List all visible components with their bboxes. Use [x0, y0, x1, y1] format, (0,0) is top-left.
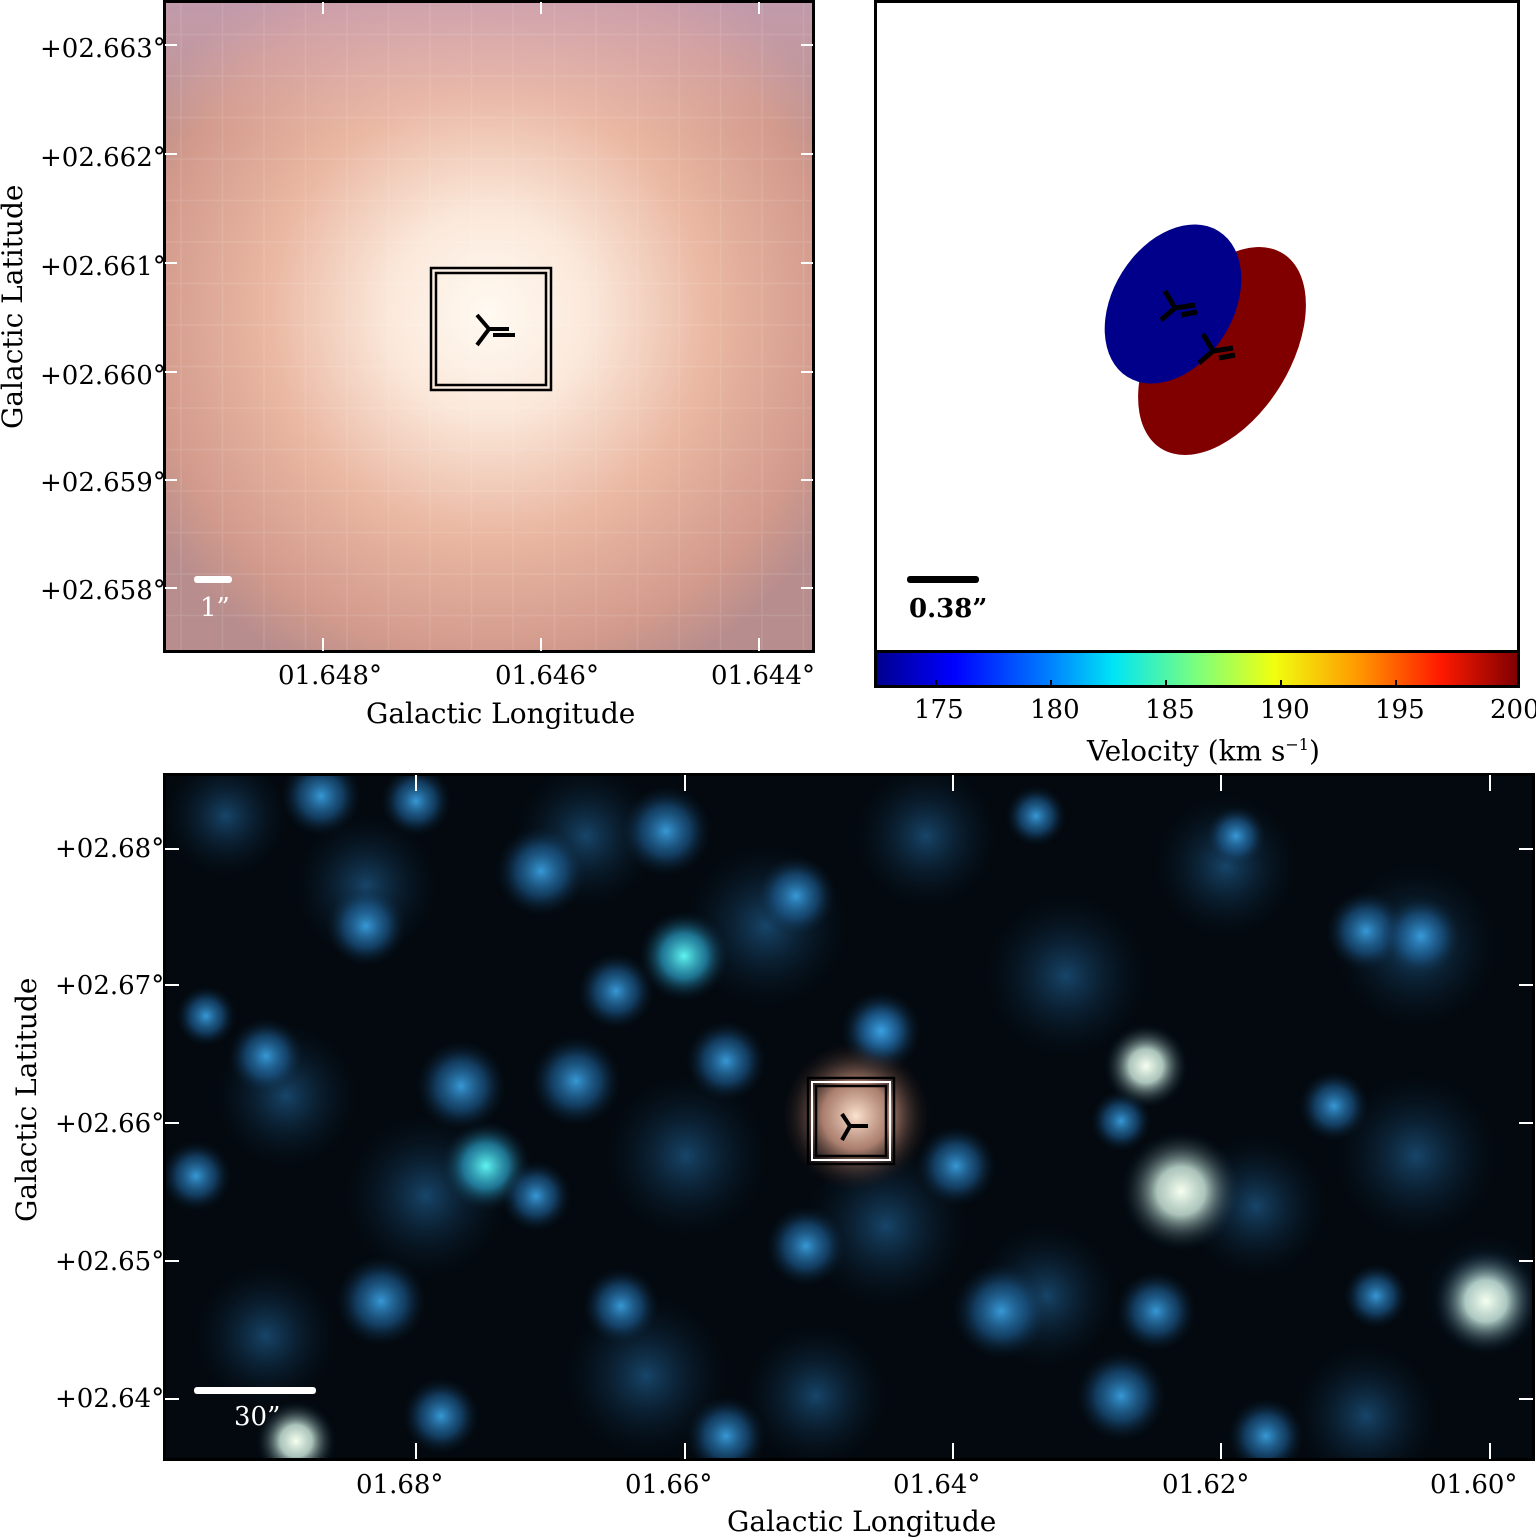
scale-bar-label: 30”	[234, 1402, 281, 1432]
scale-bar-label: 1”	[200, 593, 230, 623]
x-tick-label: 01.648°	[278, 661, 382, 691]
colorbar-tick-label: 175	[914, 695, 964, 725]
colorbar	[874, 650, 1520, 688]
x-axis-title: Galactic Longitude	[727, 1505, 997, 1538]
colorbar-tick-label: 185	[1145, 695, 1195, 725]
velocity-map-panel: 0.38”	[874, 0, 1520, 653]
y-tick-label: +02.660°	[40, 361, 166, 391]
y-axis-title: Galactic Latitude	[0, 184, 29, 429]
colorbar-title: Velocity (km s−1)	[1087, 737, 1320, 765]
scale-bar	[194, 1387, 316, 1394]
y-tick-label: +02.659°	[40, 468, 166, 498]
y-tick-label: +02.661°	[40, 252, 166, 282]
scale-bar-label: 0.38”	[909, 594, 988, 624]
maser-marker-icon	[475, 313, 515, 347]
colorbar-title-sup: −1	[1285, 735, 1309, 754]
y-tick-label: +02.68°	[55, 834, 165, 864]
scale-bar	[907, 576, 979, 583]
y-tick-label: +02.66°	[55, 1109, 165, 1139]
x-axis-title: Galactic Longitude	[366, 697, 636, 730]
colorbar-tick-label: 190	[1260, 695, 1310, 725]
y-tick-label: +02.67°	[55, 971, 165, 1001]
colorbar-tick-label: 180	[1030, 695, 1080, 725]
x-tick-label: 01.68°	[356, 1470, 444, 1500]
colorbar-tick-label: 195	[1375, 695, 1425, 725]
y-tick-label: +02.662°	[40, 143, 166, 173]
wide-field-image	[166, 776, 1532, 1458]
x-tick-label: 01.644°	[711, 661, 815, 691]
x-tick-label: 01.60°	[1430, 1470, 1518, 1500]
velocity-components	[1104, 224, 1306, 455]
colorbar-title-text: Velocity (km s	[1087, 734, 1286, 768]
x-tick-label: 01.646°	[495, 661, 599, 691]
x-tick-label: 01.64°	[893, 1470, 981, 1500]
x-tick-label: 01.66°	[625, 1470, 713, 1500]
scale-bar	[194, 576, 232, 583]
y-axis-title: Galactic Latitude	[10, 977, 43, 1222]
y-tick-label: +02.658°	[40, 576, 166, 606]
colorbar-tick-label: 200	[1490, 695, 1536, 725]
y-tick-label: +02.65°	[55, 1247, 165, 1277]
y-tick-label: +02.64°	[55, 1384, 165, 1414]
wide-field-image-panel: 30”	[163, 773, 1535, 1461]
zoom-image-panel: 1”	[163, 0, 815, 653]
colorbar-title-end: )	[1308, 734, 1320, 768]
y-tick-label: +02.663°	[40, 34, 166, 64]
maser-marker-icon	[840, 1112, 868, 1141]
x-tick-label: 01.62°	[1162, 1470, 1250, 1500]
